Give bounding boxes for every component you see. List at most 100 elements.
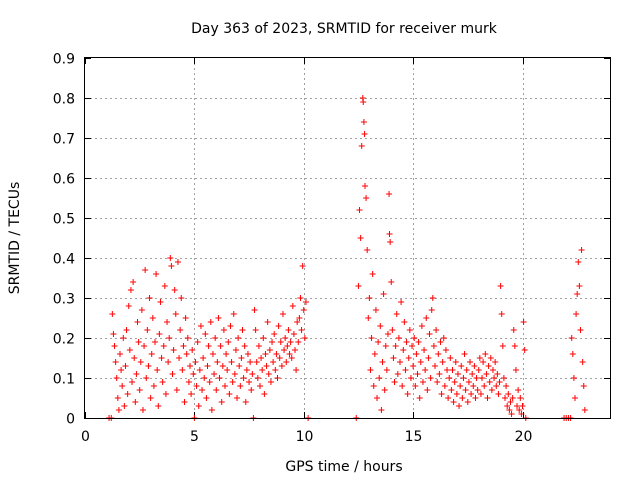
data-point: [121, 403, 128, 409]
data-point: [459, 395, 466, 401]
data-point: [234, 395, 241, 401]
data-point: [197, 323, 204, 329]
data-point: [368, 335, 375, 341]
data-point: [281, 347, 288, 353]
data-point: [401, 319, 408, 325]
data-point: [581, 407, 588, 413]
data-point: [282, 335, 289, 341]
data-point: [242, 399, 249, 405]
data-point: [508, 411, 515, 417]
data-point: [195, 403, 202, 409]
data-point: [118, 367, 125, 373]
data-point: [159, 379, 166, 385]
data-point: [479, 375, 486, 381]
data-point: [400, 347, 407, 353]
x-tick-label: 10: [296, 429, 314, 445]
data-point: [473, 375, 480, 381]
data-point: [374, 395, 381, 401]
data-point: [491, 375, 498, 381]
data-point: [204, 363, 211, 369]
data-point: [292, 347, 298, 353]
data-point: [426, 331, 433, 337]
data-point: [377, 323, 384, 329]
data-point: [254, 375, 261, 381]
data-point: [185, 379, 192, 385]
y-tick-label: 0.7: [53, 132, 75, 148]
data-point: [211, 371, 218, 377]
data-point: [143, 375, 150, 381]
data-point: [156, 331, 163, 337]
data-point: [430, 343, 437, 349]
data-point: [494, 371, 501, 377]
data-point: [379, 359, 386, 365]
data-point: [261, 391, 268, 397]
data-point: [252, 327, 259, 333]
y-tick-label: 0.8: [53, 92, 75, 108]
data-point: [171, 287, 178, 293]
data-point: [276, 355, 283, 361]
data-point: [115, 407, 122, 413]
data-point: [389, 327, 396, 333]
data-point: [296, 315, 303, 321]
data-point: [436, 371, 443, 377]
data-point: [463, 367, 470, 373]
data-point: [205, 343, 212, 349]
data-point: [410, 363, 417, 369]
plot-frame: [84, 57, 611, 419]
data-point: [158, 355, 165, 361]
data-point: [258, 355, 265, 361]
data-point: [113, 375, 120, 381]
data-point: [155, 403, 162, 409]
data-point: [112, 359, 119, 365]
data-point: [170, 347, 177, 353]
data-point: [487, 355, 494, 361]
data-point: [456, 403, 463, 409]
data-point: [397, 359, 403, 365]
data-point: [500, 375, 507, 381]
data-point: [453, 391, 460, 397]
data-point: [126, 347, 133, 353]
data-point: [472, 395, 479, 401]
data-point: [391, 379, 398, 385]
data-point: [362, 183, 368, 189]
data-point: [493, 383, 500, 389]
data-point: [411, 335, 418, 341]
data-point: [406, 327, 413, 333]
data-point: [220, 327, 227, 333]
data-point: [244, 351, 251, 357]
data-point: [148, 351, 155, 357]
data-point: [209, 351, 216, 357]
data-point: [287, 339, 294, 345]
data-point: [449, 367, 456, 373]
data-point: [157, 299, 164, 305]
data-point: [382, 343, 389, 349]
data-point: [578, 247, 585, 253]
data-point: [447, 355, 454, 361]
data-point: [470, 383, 477, 389]
data-point: [267, 379, 274, 385]
data-point: [193, 383, 200, 389]
data-point: [144, 327, 151, 333]
data-point: [439, 359, 446, 365]
data-point: [573, 311, 580, 317]
data-point: [266, 347, 273, 353]
data-point: [393, 311, 400, 317]
data-point: [190, 371, 197, 377]
data-point: [217, 343, 224, 349]
data-point: [137, 359, 144, 365]
y-tick-label: 0: [66, 412, 75, 428]
data-points: [106, 95, 588, 421]
data-point: [480, 359, 487, 365]
data-point: [129, 379, 136, 385]
data-point: [445, 395, 452, 401]
data-point: [360, 119, 367, 125]
data-point: [435, 351, 442, 357]
data-point: [386, 191, 393, 197]
data-point: [299, 263, 306, 269]
data-point: [386, 231, 393, 237]
data-point: [421, 347, 428, 353]
data-point: [293, 367, 300, 373]
y-tick-label: 0.1: [53, 372, 75, 388]
data-point: [236, 363, 243, 369]
data-point: [302, 299, 309, 305]
